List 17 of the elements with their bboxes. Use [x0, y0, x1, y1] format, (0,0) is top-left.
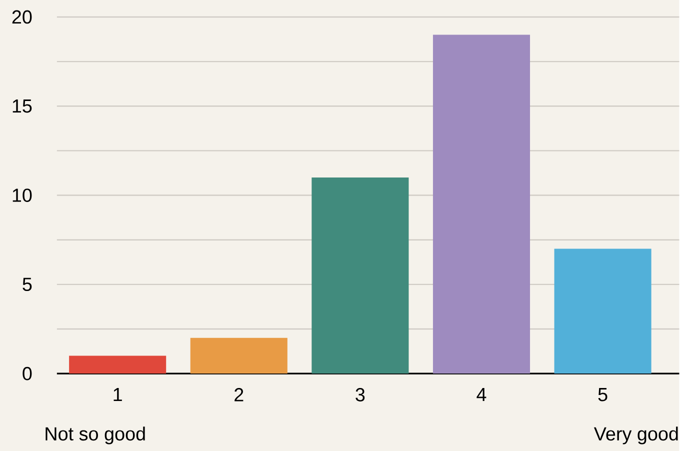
bar — [554, 248, 652, 374]
y-tick-label: 10 — [12, 188, 32, 202]
bar — [190, 338, 288, 374]
text: Very good — [594, 426, 678, 444]
y-tick-label: 20 — [12, 10, 32, 24]
y-tick-label: 0 — [22, 366, 32, 380]
y-tick-label: 5 — [22, 278, 32, 291]
bar — [312, 177, 409, 374]
bar — [432, 34, 530, 374]
x-tick-label: 1 — [114, 388, 122, 401]
x-tick-label: 3 — [356, 388, 365, 402]
bar — [69, 355, 166, 374]
x-tick-label: 4 — [476, 388, 486, 401]
text: Not so good — [46, 426, 145, 444]
x-tick-label: 5 — [598, 388, 608, 402]
x-tick-label: 2 — [234, 388, 244, 402]
y-tick-label: 15 — [12, 99, 32, 112]
